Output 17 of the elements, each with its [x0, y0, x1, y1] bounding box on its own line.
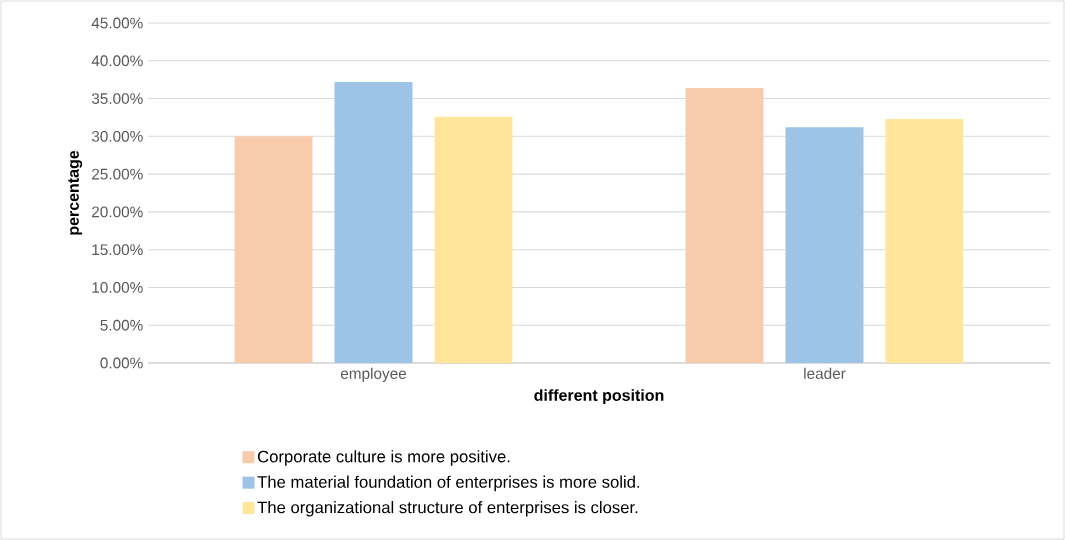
y-tick-label: 25.00%	[92, 168, 143, 180]
y-tick-label: 40.00%	[91, 55, 143, 67]
x-tick-label: leader	[804, 367, 846, 379]
y-tick-label: 5.00%	[100, 319, 143, 331]
y-tick-label: 35.00%	[91, 93, 143, 104]
y-tick-label: 10.00%	[92, 282, 143, 293]
legend-label: The organizational structure of enterprises is closer.	[257, 501, 638, 517]
y-tick-label: 15.00%	[92, 244, 143, 256]
y-tick-label: 0.00%	[100, 357, 143, 369]
y-tick-label: 20.00%	[92, 206, 143, 218]
legend-label: The material foundation of enterprises is more solid.	[257, 475, 640, 492]
y-tick-label: 45.00%	[91, 17, 143, 29]
x-axis-title: different position	[534, 389, 664, 405]
y-axis-title: percentage	[68, 150, 83, 235]
x-tick-label: employee	[340, 367, 407, 382]
y-tick-label: 30.00%	[91, 130, 143, 142]
legend-label: Corporate culture is more positive.	[257, 450, 510, 466]
